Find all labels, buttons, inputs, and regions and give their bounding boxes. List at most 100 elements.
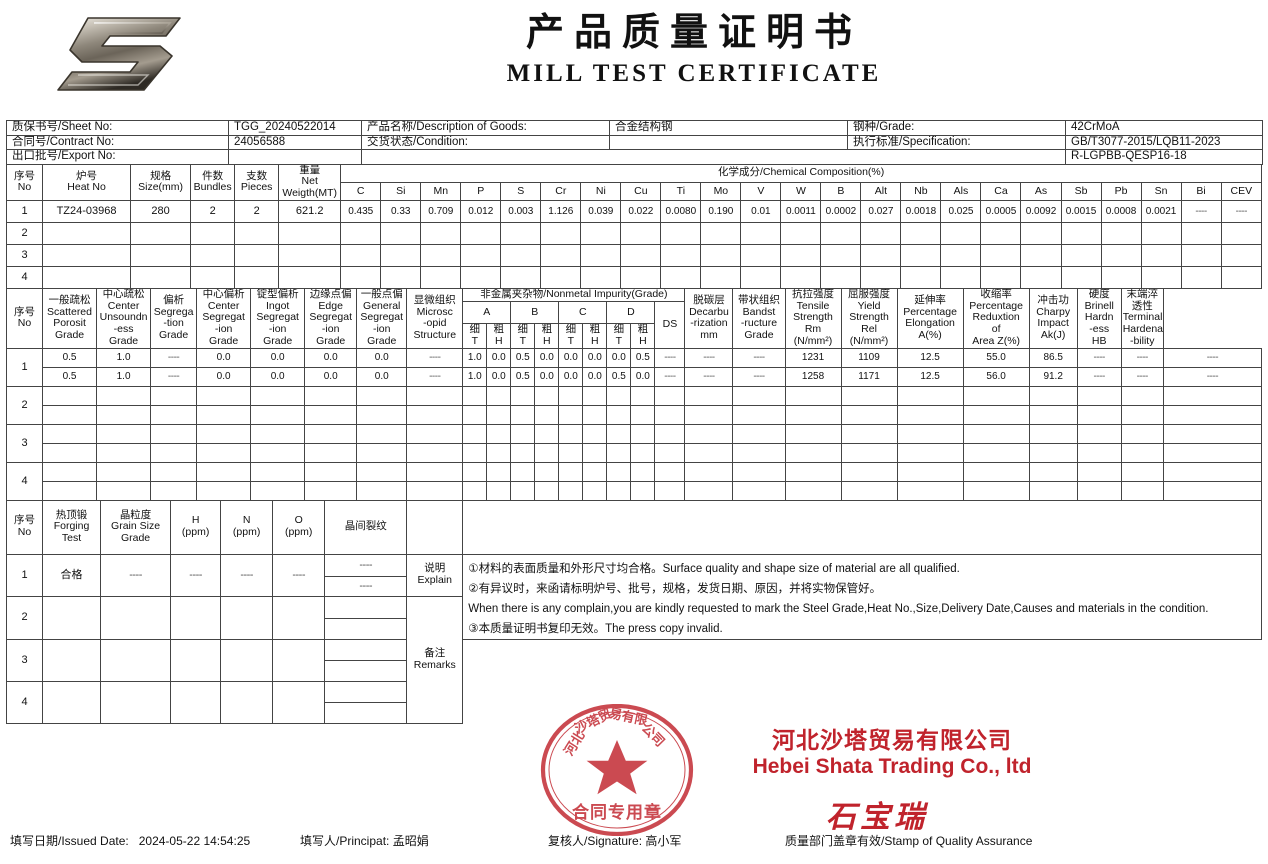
table-cell: 0.0092 [1020,199,1062,223]
table-cell: 0.0 [486,347,512,368]
table-cell [42,461,98,482]
table-cell [150,480,198,501]
table-cell [700,243,742,267]
table-cell [534,442,560,463]
table-cell [1180,265,1222,289]
element-header: C [340,181,382,201]
table-cell [150,404,198,425]
table-cell: 91.2 [1028,366,1078,387]
column-header: H (ppm) [170,499,222,555]
table-cell [234,221,280,245]
table-cell [278,265,342,289]
row-number: 3 [5,639,44,683]
table-cell [784,423,842,444]
table-cell [170,681,222,725]
table-cell [784,480,842,501]
table-cell [896,480,964,501]
table-header-row: 序号 No 炉号 Heat No 规格 Size(mm) 件数 Bundles 支数 Pieces… [5,163,1262,201]
table-cell [820,265,862,289]
header-blank-cell [406,499,464,555]
element-header: Nb [900,181,942,201]
table-cell [896,385,964,406]
table-cell [304,442,358,463]
table-cell [1100,221,1142,245]
table-cell [486,423,512,444]
element-header: B [820,181,862,201]
table-row [7,702,1262,725]
chemical-composition-table: 序号 No 炉号 Heat No 规格 Size(mm) 件数 Bundles 支数 Pieces… [5,163,1263,289]
table-cell [196,404,252,425]
table-cell [1076,385,1122,406]
table-cell: 56.0 [962,366,1030,387]
table-cell: 4 [5,265,44,289]
table-cell: 1.0 [96,366,152,387]
impurity-type-header: D [606,300,656,325]
table-cell: 0.5 [510,347,536,368]
column-header: 热顶锻 Forging Test [42,499,102,555]
element-header: As [1020,181,1062,201]
table-cell [630,442,656,463]
table-cell [940,265,982,289]
table-cell: 1171 [840,366,898,387]
table-cell [420,243,462,267]
document-footer: 填写日期/Issued Date: 2024-05-22 14:54:25 填写… [0,832,1268,858]
table-cell [684,442,734,463]
table-row: 2 [5,221,1263,245]
table-cell: 0.039 [580,199,622,223]
table-cell [540,265,582,289]
sheet-no-label: 质保书号/Sheet No: [6,120,229,136]
table-cell [606,423,632,444]
table-cell [406,404,464,425]
export-no-value [228,149,362,165]
table-cell [196,461,252,482]
table-cell: 0.5 [630,347,656,368]
table-cell [460,265,502,289]
table-cell [304,480,358,501]
table-cell: ---- [170,553,222,597]
table-cell [510,404,536,425]
contract-no-label: 合同号/Contract No: [6,134,229,151]
table-cell: 1.126 [540,199,582,223]
table-cell: 0.0 [534,347,560,368]
table-cell [900,243,942,267]
table-cell [234,265,280,289]
table-cell: 0.0005 [980,199,1022,223]
table-cell: ---- [406,366,464,387]
table-cell [1076,423,1122,444]
table-cell [100,681,172,725]
table-cell: ---- [1180,199,1222,223]
table-cell: 55.0 [962,347,1030,368]
table-cell [150,442,198,463]
export-no-label: 出口批号/Export No: [6,149,229,165]
table-cell [220,595,274,641]
table-cell [1076,461,1122,482]
table-cell [304,423,358,444]
column-header: 晶间裂纹 [324,499,408,555]
table-cell [196,385,252,406]
table-cell [1060,243,1102,267]
table-cell [96,423,152,444]
table-row: 4 [5,265,1263,289]
table-cell [980,221,1022,245]
table-cell [630,404,656,425]
table-cell [42,243,132,267]
table-cell [580,221,622,245]
table-cell [406,385,464,406]
table-cell [732,385,786,406]
row-number: 1 [5,553,44,597]
table-cell [732,480,786,501]
table-cell: ---- [654,347,686,368]
table-cell: ---- [684,366,734,387]
table-cell: 0.5 [42,366,98,387]
table-cell [324,681,408,704]
table-cell [250,442,306,463]
table-cell [42,595,102,641]
table-cell [606,385,632,406]
table-cell [462,480,488,501]
table-cell: 1109 [840,347,898,368]
table-cell [130,221,192,245]
element-header: Ti [660,181,702,201]
table-cell [42,639,102,683]
table-cell [196,442,252,463]
